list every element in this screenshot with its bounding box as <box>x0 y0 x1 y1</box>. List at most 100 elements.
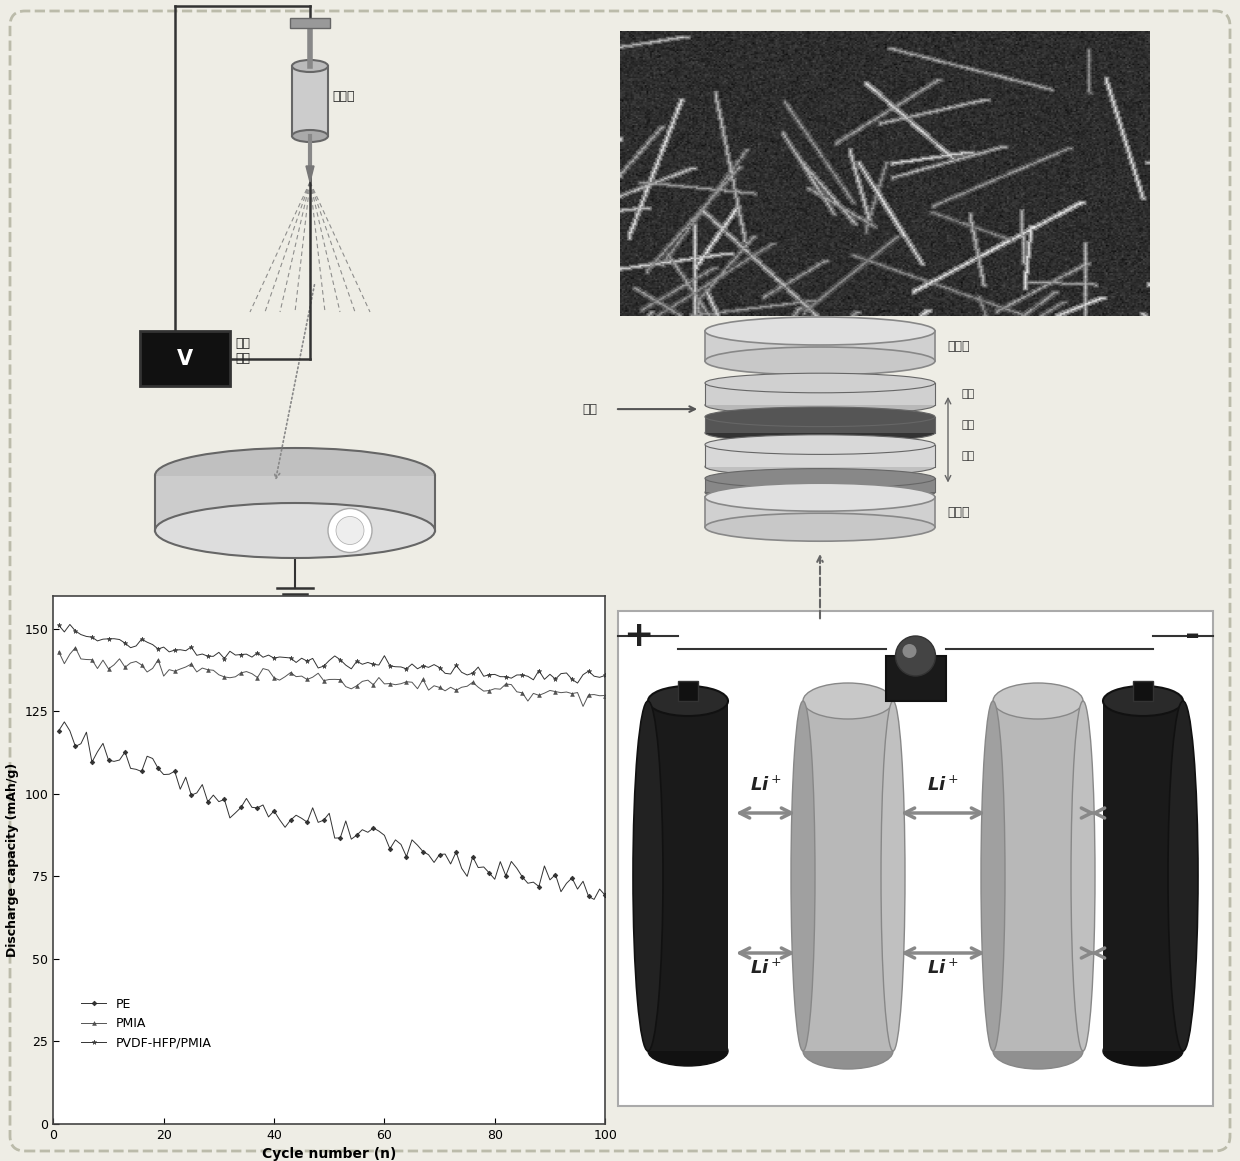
PVDF-HFP/PMIA <box>382 659 397 673</box>
PE <box>559 877 574 890</box>
Text: 电池壳: 电池壳 <box>947 506 970 519</box>
Ellipse shape <box>804 683 893 719</box>
Bar <box>649 701 728 1051</box>
Bar <box>678 682 698 701</box>
PE <box>598 888 613 902</box>
Circle shape <box>329 509 372 553</box>
Text: 高压
电源: 高压 电源 <box>236 337 250 365</box>
PVDF-HFP/PMIA <box>51 619 66 633</box>
Text: 热压: 热压 <box>583 403 598 416</box>
PVDF-HFP/PMIA <box>582 664 596 678</box>
Text: 接收装置: 接收装置 <box>278 606 311 620</box>
X-axis label: Cycle number (n): Cycle number (n) <box>262 1147 397 1161</box>
PVDF-HFP/PMIA <box>339 658 353 672</box>
Ellipse shape <box>291 130 329 142</box>
Ellipse shape <box>632 701 663 1051</box>
Ellipse shape <box>649 1036 728 1066</box>
Ellipse shape <box>993 683 1083 719</box>
Legend: PE, PMIA, PVDF-HFP/PMIA: PE, PMIA, PVDF-HFP/PMIA <box>76 993 217 1054</box>
PMIA <box>598 688 613 702</box>
Ellipse shape <box>706 373 935 392</box>
PE <box>382 842 397 856</box>
Bar <box>1104 701 1183 1051</box>
Text: Li$^+$: Li$^+$ <box>928 776 959 795</box>
Text: Li$^+$: Li$^+$ <box>928 958 959 978</box>
Ellipse shape <box>706 408 935 426</box>
PVDF-HFP/PMIA <box>598 669 613 683</box>
Ellipse shape <box>706 423 935 442</box>
Ellipse shape <box>706 317 935 345</box>
PMIA <box>559 685 574 699</box>
Ellipse shape <box>981 701 1004 1051</box>
Polygon shape <box>306 166 314 182</box>
Bar <box>706 445 935 467</box>
Ellipse shape <box>706 483 935 503</box>
PVDF-HFP/PMIA <box>570 676 585 690</box>
Ellipse shape <box>1104 1036 1183 1066</box>
Ellipse shape <box>804 1033 893 1069</box>
Ellipse shape <box>791 701 815 1051</box>
PMIA <box>582 688 596 702</box>
PVDF-HFP/PMIA <box>62 618 77 632</box>
Bar <box>291 66 329 136</box>
PMIA <box>339 679 353 693</box>
Ellipse shape <box>706 456 935 476</box>
Bar <box>1133 682 1153 701</box>
Text: -: - <box>1185 619 1200 652</box>
PVDF-HFP/PMIA <box>184 640 198 654</box>
Line: PE: PE <box>57 720 606 901</box>
Text: V: V <box>177 349 193 369</box>
Ellipse shape <box>1168 701 1198 1051</box>
PVDF-HFP/PMIA <box>161 644 176 658</box>
PE <box>587 893 601 907</box>
Ellipse shape <box>706 435 935 454</box>
Ellipse shape <box>291 60 329 72</box>
PMIA <box>382 677 397 691</box>
Line: PMIA: PMIA <box>57 646 608 708</box>
Bar <box>885 656 945 701</box>
Bar <box>140 331 229 385</box>
Text: +: + <box>622 619 653 652</box>
Circle shape <box>895 636 935 676</box>
Bar <box>706 383 935 405</box>
Ellipse shape <box>1071 701 1095 1051</box>
Ellipse shape <box>993 1033 1083 1069</box>
Ellipse shape <box>1104 686 1183 716</box>
PE <box>161 767 176 781</box>
Ellipse shape <box>649 686 728 716</box>
PVDF-HFP/PMIA <box>559 666 574 680</box>
Ellipse shape <box>880 701 905 1051</box>
Bar <box>993 701 1083 1051</box>
Ellipse shape <box>706 347 935 375</box>
Line: PVDF-HFP/PMIA: PVDF-HFP/PMIA <box>56 622 608 685</box>
Bar <box>804 701 893 1051</box>
Ellipse shape <box>155 448 435 503</box>
FancyBboxPatch shape <box>10 10 1230 1151</box>
PE <box>339 814 353 828</box>
Text: 隔膜: 隔膜 <box>961 420 975 430</box>
Bar <box>155 476 435 531</box>
Ellipse shape <box>706 513 935 541</box>
PE <box>57 715 72 729</box>
Circle shape <box>336 517 365 545</box>
Bar <box>618 611 1213 1106</box>
Bar <box>706 417 935 433</box>
PMIA <box>184 657 198 671</box>
Text: 负极: 负极 <box>961 450 975 461</box>
Ellipse shape <box>706 483 935 511</box>
Ellipse shape <box>706 395 935 414</box>
Bar <box>706 478 935 492</box>
PE <box>51 723 66 737</box>
PE <box>575 874 590 888</box>
Ellipse shape <box>706 469 935 488</box>
Ellipse shape <box>155 503 435 558</box>
Text: 电池壳: 电池壳 <box>947 339 970 353</box>
Text: 注射泵: 注射泵 <box>332 89 355 102</box>
Bar <box>706 497 935 527</box>
Y-axis label: Discharge capacity (mAh/g): Discharge capacity (mAh/g) <box>6 763 19 957</box>
Text: 正极: 正极 <box>961 389 975 399</box>
Text: Li$^+$: Li$^+$ <box>750 776 781 795</box>
Bar <box>290 19 330 28</box>
PE <box>184 788 198 802</box>
Circle shape <box>903 644 916 658</box>
